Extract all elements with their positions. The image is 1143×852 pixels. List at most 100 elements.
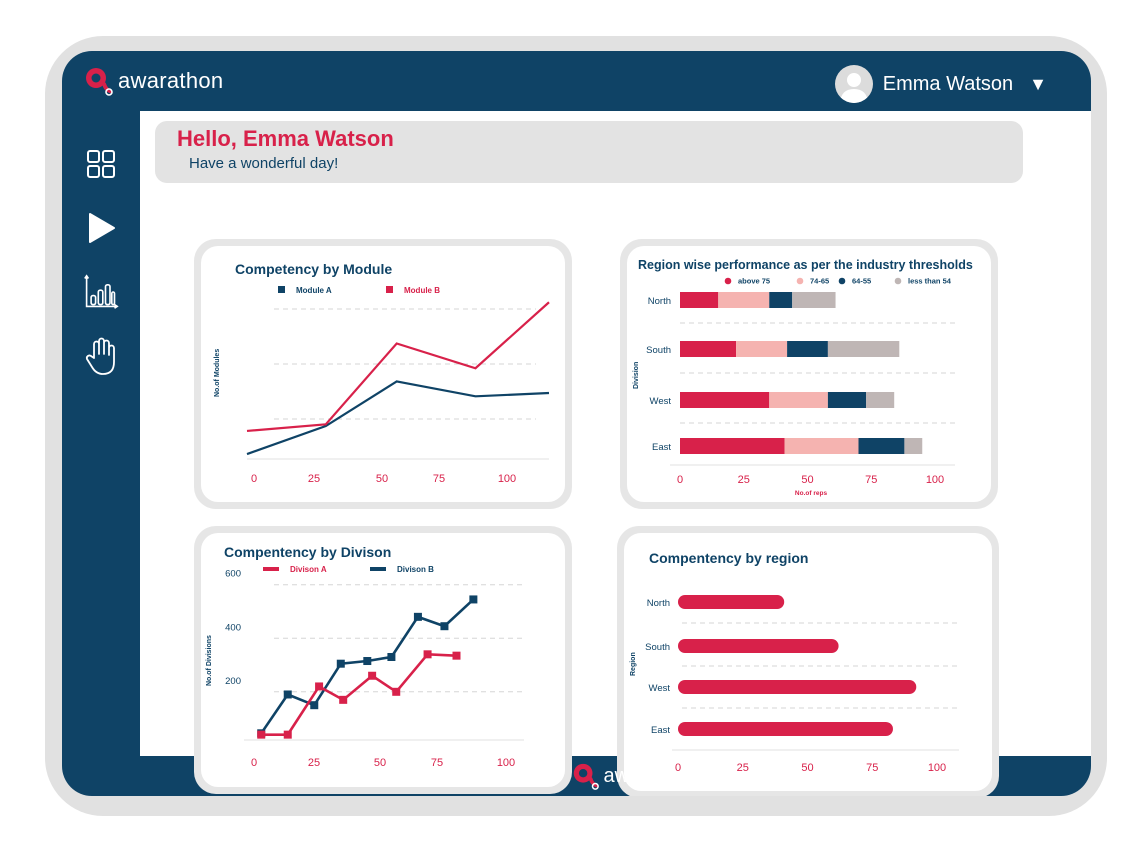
sidebar-item-practice[interactable]	[83, 336, 119, 376]
bar	[678, 595, 785, 609]
legend-swatch	[386, 286, 393, 293]
x-tick-label: 50	[801, 762, 813, 774]
data-point	[392, 687, 401, 696]
app-window: awarathon Emma Watson ▼	[62, 51, 1091, 796]
legend-label: Module B	[404, 286, 440, 295]
play-icon	[89, 213, 115, 243]
y-axis-label: No.of Modules	[214, 349, 221, 397]
y-axis-label: Region	[630, 652, 637, 676]
chart-division: 200 400 600 No.of Divisions 0 25 50 75 100 Diviso…	[206, 565, 524, 769]
powered-by-label: powered by	[456, 764, 560, 787]
x-tick-label: 25	[308, 473, 320, 485]
x-tick-label: 50	[801, 474, 813, 486]
data-point	[315, 682, 324, 691]
x-tick-label: 0	[251, 757, 257, 769]
data-point	[336, 659, 345, 668]
bar-segment	[680, 292, 719, 308]
x-tick-label: 75	[431, 757, 443, 769]
bar-segment	[680, 341, 737, 357]
bar-segment	[680, 438, 785, 454]
y-tick-label: 600	[225, 569, 241, 580]
bar-segment	[784, 438, 859, 454]
main-content: Hello, Emma Watson Have a wonderful day!…	[140, 111, 1091, 796]
bar-segment	[718, 292, 770, 308]
data-point	[452, 651, 461, 660]
greeting-title: Hello, Emma Watson	[177, 126, 394, 151]
chart-title-division: Compentency by Divison	[224, 544, 392, 560]
user-menu[interactable]: Emma Watson ▼	[834, 65, 1047, 103]
sidebar-item-videos[interactable]	[83, 208, 119, 248]
legend-dot	[894, 277, 902, 285]
y-tick-label: 400	[225, 622, 241, 633]
data-point	[368, 671, 377, 680]
bar-segment	[827, 392, 867, 408]
series-line-module-a	[246, 380, 550, 456]
legend-label: Divison B	[397, 565, 434, 574]
bar-segment	[792, 292, 836, 308]
sidebar-item-analytics[interactable]	[83, 272, 119, 312]
x-tick-label: 50	[376, 473, 388, 485]
legend-label: less than 54	[908, 277, 952, 286]
data-point	[257, 730, 266, 739]
footer: powered by awarathon	[62, 756, 1091, 796]
chart-title-region: Compentency by region	[649, 550, 809, 566]
category-label: South	[645, 642, 670, 653]
data-point	[413, 612, 422, 621]
data-point	[363, 657, 372, 666]
category-label: West	[649, 683, 671, 694]
user-icon	[839, 73, 868, 103]
bar	[678, 680, 917, 694]
data-point	[469, 595, 478, 604]
category-label: East	[652, 442, 671, 453]
x-axis-label: No.of reps	[795, 490, 828, 497]
brand-name: awarathon	[118, 68, 224, 93]
x-tick-label: 25	[308, 757, 320, 769]
legend-label: above 75	[738, 277, 770, 286]
legend-label: Divison A	[290, 565, 327, 574]
card-division: Compentency by Divison 200 400 600 No.of Di…	[194, 526, 572, 794]
category-label: North	[648, 296, 671, 307]
bar-segment	[769, 292, 793, 308]
footer-brand[interactable]: awarathon	[570, 761, 697, 791]
category-label: North	[647, 598, 670, 609]
legend-dot	[796, 277, 804, 285]
sidebar-item-dashboard[interactable]	[83, 144, 119, 184]
legend-label: 74-65	[810, 277, 829, 286]
series-line-module-b	[246, 301, 550, 433]
series-line-divison-a	[261, 652, 457, 736]
legend-swatch	[278, 286, 285, 293]
category-label: East	[651, 725, 670, 736]
card-region: Compentency by region Region North South We…	[617, 526, 999, 796]
x-tick-label: 100	[498, 473, 516, 485]
awarathon-logo-icon	[573, 763, 599, 790]
x-tick-label: 25	[737, 762, 749, 774]
user-name: Emma Watson	[882, 72, 1014, 95]
bar	[678, 722, 893, 736]
chart-title-module: Competency by Module	[235, 261, 393, 277]
data-point	[339, 695, 348, 704]
data-point	[440, 622, 449, 631]
chart-module: No.of Modules 0 25 50 75 100 Module A Module B	[214, 286, 550, 485]
data-point	[310, 701, 319, 710]
chevron-down-icon[interactable]: ▼	[1029, 73, 1047, 94]
data-point	[423, 650, 432, 659]
bar	[678, 639, 839, 653]
analytics-icon	[84, 274, 119, 309]
x-tick-label: 100	[928, 762, 946, 774]
x-tick-label: 25	[738, 474, 750, 486]
category-label: West	[650, 396, 672, 407]
bar-segment	[736, 341, 788, 357]
y-axis-label: Division	[633, 362, 640, 389]
card-module: Competency by Module No.of Modules 0 25 50 7…	[194, 239, 572, 509]
brand-logo[interactable]: awarathon	[82, 65, 223, 97]
hand-icon	[85, 337, 115, 375]
bar-segment	[904, 438, 923, 454]
legend-dot	[838, 277, 846, 285]
x-tick-label: 75	[866, 762, 878, 774]
x-tick-label: 0	[675, 762, 681, 774]
x-tick-label: 0	[251, 473, 257, 485]
grid-icon	[87, 150, 115, 178]
series-line-divison-b	[260, 598, 475, 735]
x-tick-label: 75	[433, 473, 445, 485]
chart-region: Region North South West East 0 25 50 75 100	[630, 595, 959, 774]
